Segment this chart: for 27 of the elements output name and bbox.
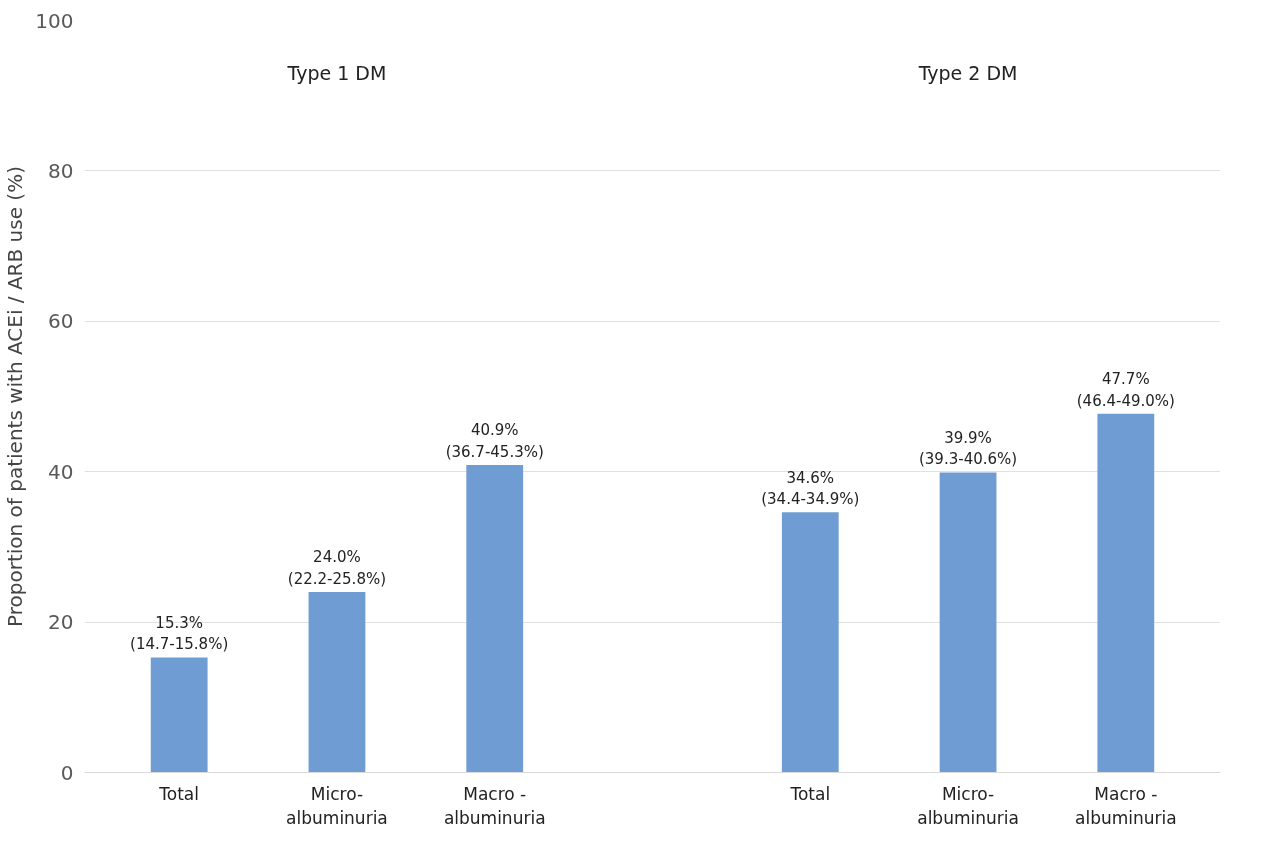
y-tick-label: 100 (35, 8, 74, 33)
bar (781, 512, 839, 773)
x-tick-label: Macro - albuminuria (443, 783, 546, 828)
x-tick-label: Micro- albuminuria (917, 783, 1019, 828)
y-tick-label: 80 (48, 158, 74, 183)
x-tick-label: Total (158, 783, 200, 804)
data-label: 24.0% (22.2-25.8%) (287, 548, 387, 589)
annotation: Type 1 DM (286, 62, 387, 85)
bar (939, 472, 997, 773)
bar (308, 592, 366, 773)
data-label: 39.9% (39.3-40.6%) (918, 428, 1018, 469)
x-tick-label: Total (789, 783, 831, 804)
data-label: 15.3% (14.7-15.8%) (130, 613, 229, 654)
x-tick-label: Macro - albuminuria (1075, 783, 1177, 828)
y-tick-label: 0 (60, 760, 74, 785)
data-label: 40.9% (36.7-45.3%) (445, 421, 544, 461)
data-label: 34.6% (34.4-34.9%) (761, 468, 860, 509)
bar (466, 464, 524, 773)
bar (150, 657, 208, 773)
x-tick-label: Micro- albuminuria (286, 783, 388, 828)
y-tick-label: 60 (48, 309, 74, 334)
bar (1097, 413, 1155, 773)
y-tick-label: 20 (48, 610, 74, 635)
y-axis-title: Proportion of patients with ACEi / ARB use (%) (3, 166, 28, 627)
data-label: 47.7% (46.4-49.0%) (1076, 370, 1175, 410)
y-tick-label: 40 (48, 459, 74, 484)
annotation: Type 2 DM (917, 62, 1018, 85)
